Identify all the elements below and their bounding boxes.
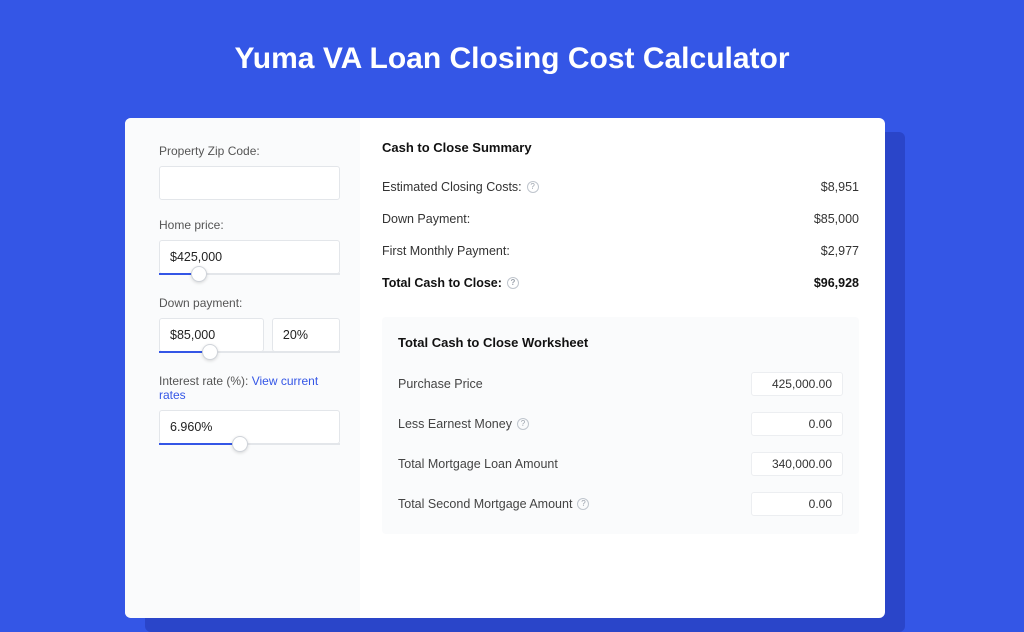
worksheet-section: Total Cash to Close Worksheet Purchase P… xyxy=(382,317,859,534)
help-icon[interactable]: ? xyxy=(507,277,519,289)
home-price-input[interactable] xyxy=(159,240,340,274)
calculator-card: Property Zip Code: Home price: Down paym… xyxy=(125,118,885,618)
summary-row-label: First Monthly Payment: xyxy=(382,244,510,258)
worksheet-row: Less Earnest Money ? 0.00 xyxy=(398,404,843,444)
home-price-field-group: Home price: xyxy=(159,218,340,274)
slider-fill xyxy=(159,443,240,445)
worksheet-row-label: Total Mortgage Loan Amount xyxy=(398,457,558,471)
down-payment-percent-input[interactable] xyxy=(272,318,340,352)
summary-row: Down Payment: $85,000 xyxy=(382,203,859,235)
results-panel: Cash to Close Summary Estimated Closing … xyxy=(360,118,885,618)
interest-rate-field-group: Interest rate (%): View current rates xyxy=(159,374,340,444)
help-icon[interactable]: ? xyxy=(577,498,589,510)
zip-label: Property Zip Code: xyxy=(159,144,340,158)
help-icon[interactable]: ? xyxy=(517,418,529,430)
summary-title: Cash to Close Summary xyxy=(382,140,859,155)
summary-row-value: $2,977 xyxy=(821,244,859,258)
inputs-panel: Property Zip Code: Home price: Down paym… xyxy=(125,118,360,618)
worksheet-row: Total Second Mortgage Amount ? 0.00 xyxy=(398,484,843,524)
slider-thumb[interactable] xyxy=(191,266,207,282)
summary-section: Cash to Close Summary Estimated Closing … xyxy=(382,140,859,299)
summary-total-label: Total Cash to Close: xyxy=(382,276,502,290)
summary-row-value: $8,951 xyxy=(821,180,859,194)
slider-thumb[interactable] xyxy=(202,344,218,360)
summary-row-label: Down Payment: xyxy=(382,212,470,226)
summary-total-value: $96,928 xyxy=(814,276,859,290)
worksheet-row-label: Purchase Price xyxy=(398,377,483,391)
worksheet-row-value: 340,000.00 xyxy=(751,452,843,476)
down-payment-field-group: Down payment: xyxy=(159,296,340,352)
page-title: Yuma VA Loan Closing Cost Calculator xyxy=(0,0,1024,104)
worksheet-row: Purchase Price 425,000.00 xyxy=(398,364,843,404)
zip-input[interactable] xyxy=(159,166,340,200)
interest-rate-input[interactable] xyxy=(159,410,340,444)
help-icon[interactable]: ? xyxy=(527,181,539,193)
worksheet-row-value: 425,000.00 xyxy=(751,372,843,396)
interest-rate-label-text: Interest rate (%): xyxy=(159,374,252,388)
worksheet-row: Total Mortgage Loan Amount 340,000.00 xyxy=(398,444,843,484)
worksheet-row-value: 0.00 xyxy=(751,412,843,436)
worksheet-row-label: Less Earnest Money xyxy=(398,417,512,431)
summary-row: First Monthly Payment: $2,977 xyxy=(382,235,859,267)
summary-row-label: Estimated Closing Costs: xyxy=(382,180,522,194)
worksheet-title: Total Cash to Close Worksheet xyxy=(398,335,843,350)
slider-thumb[interactable] xyxy=(232,436,248,452)
interest-rate-label: Interest rate (%): View current rates xyxy=(159,374,340,402)
summary-row-value: $85,000 xyxy=(814,212,859,226)
worksheet-row-label: Total Second Mortgage Amount xyxy=(398,497,572,511)
down-payment-label: Down payment: xyxy=(159,296,340,310)
summary-row: Estimated Closing Costs: ? $8,951 xyxy=(382,171,859,203)
zip-field-group: Property Zip Code: xyxy=(159,144,340,200)
summary-total-row: Total Cash to Close: ? $96,928 xyxy=(382,267,859,299)
worksheet-row-value: 0.00 xyxy=(751,492,843,516)
home-price-label: Home price: xyxy=(159,218,340,232)
